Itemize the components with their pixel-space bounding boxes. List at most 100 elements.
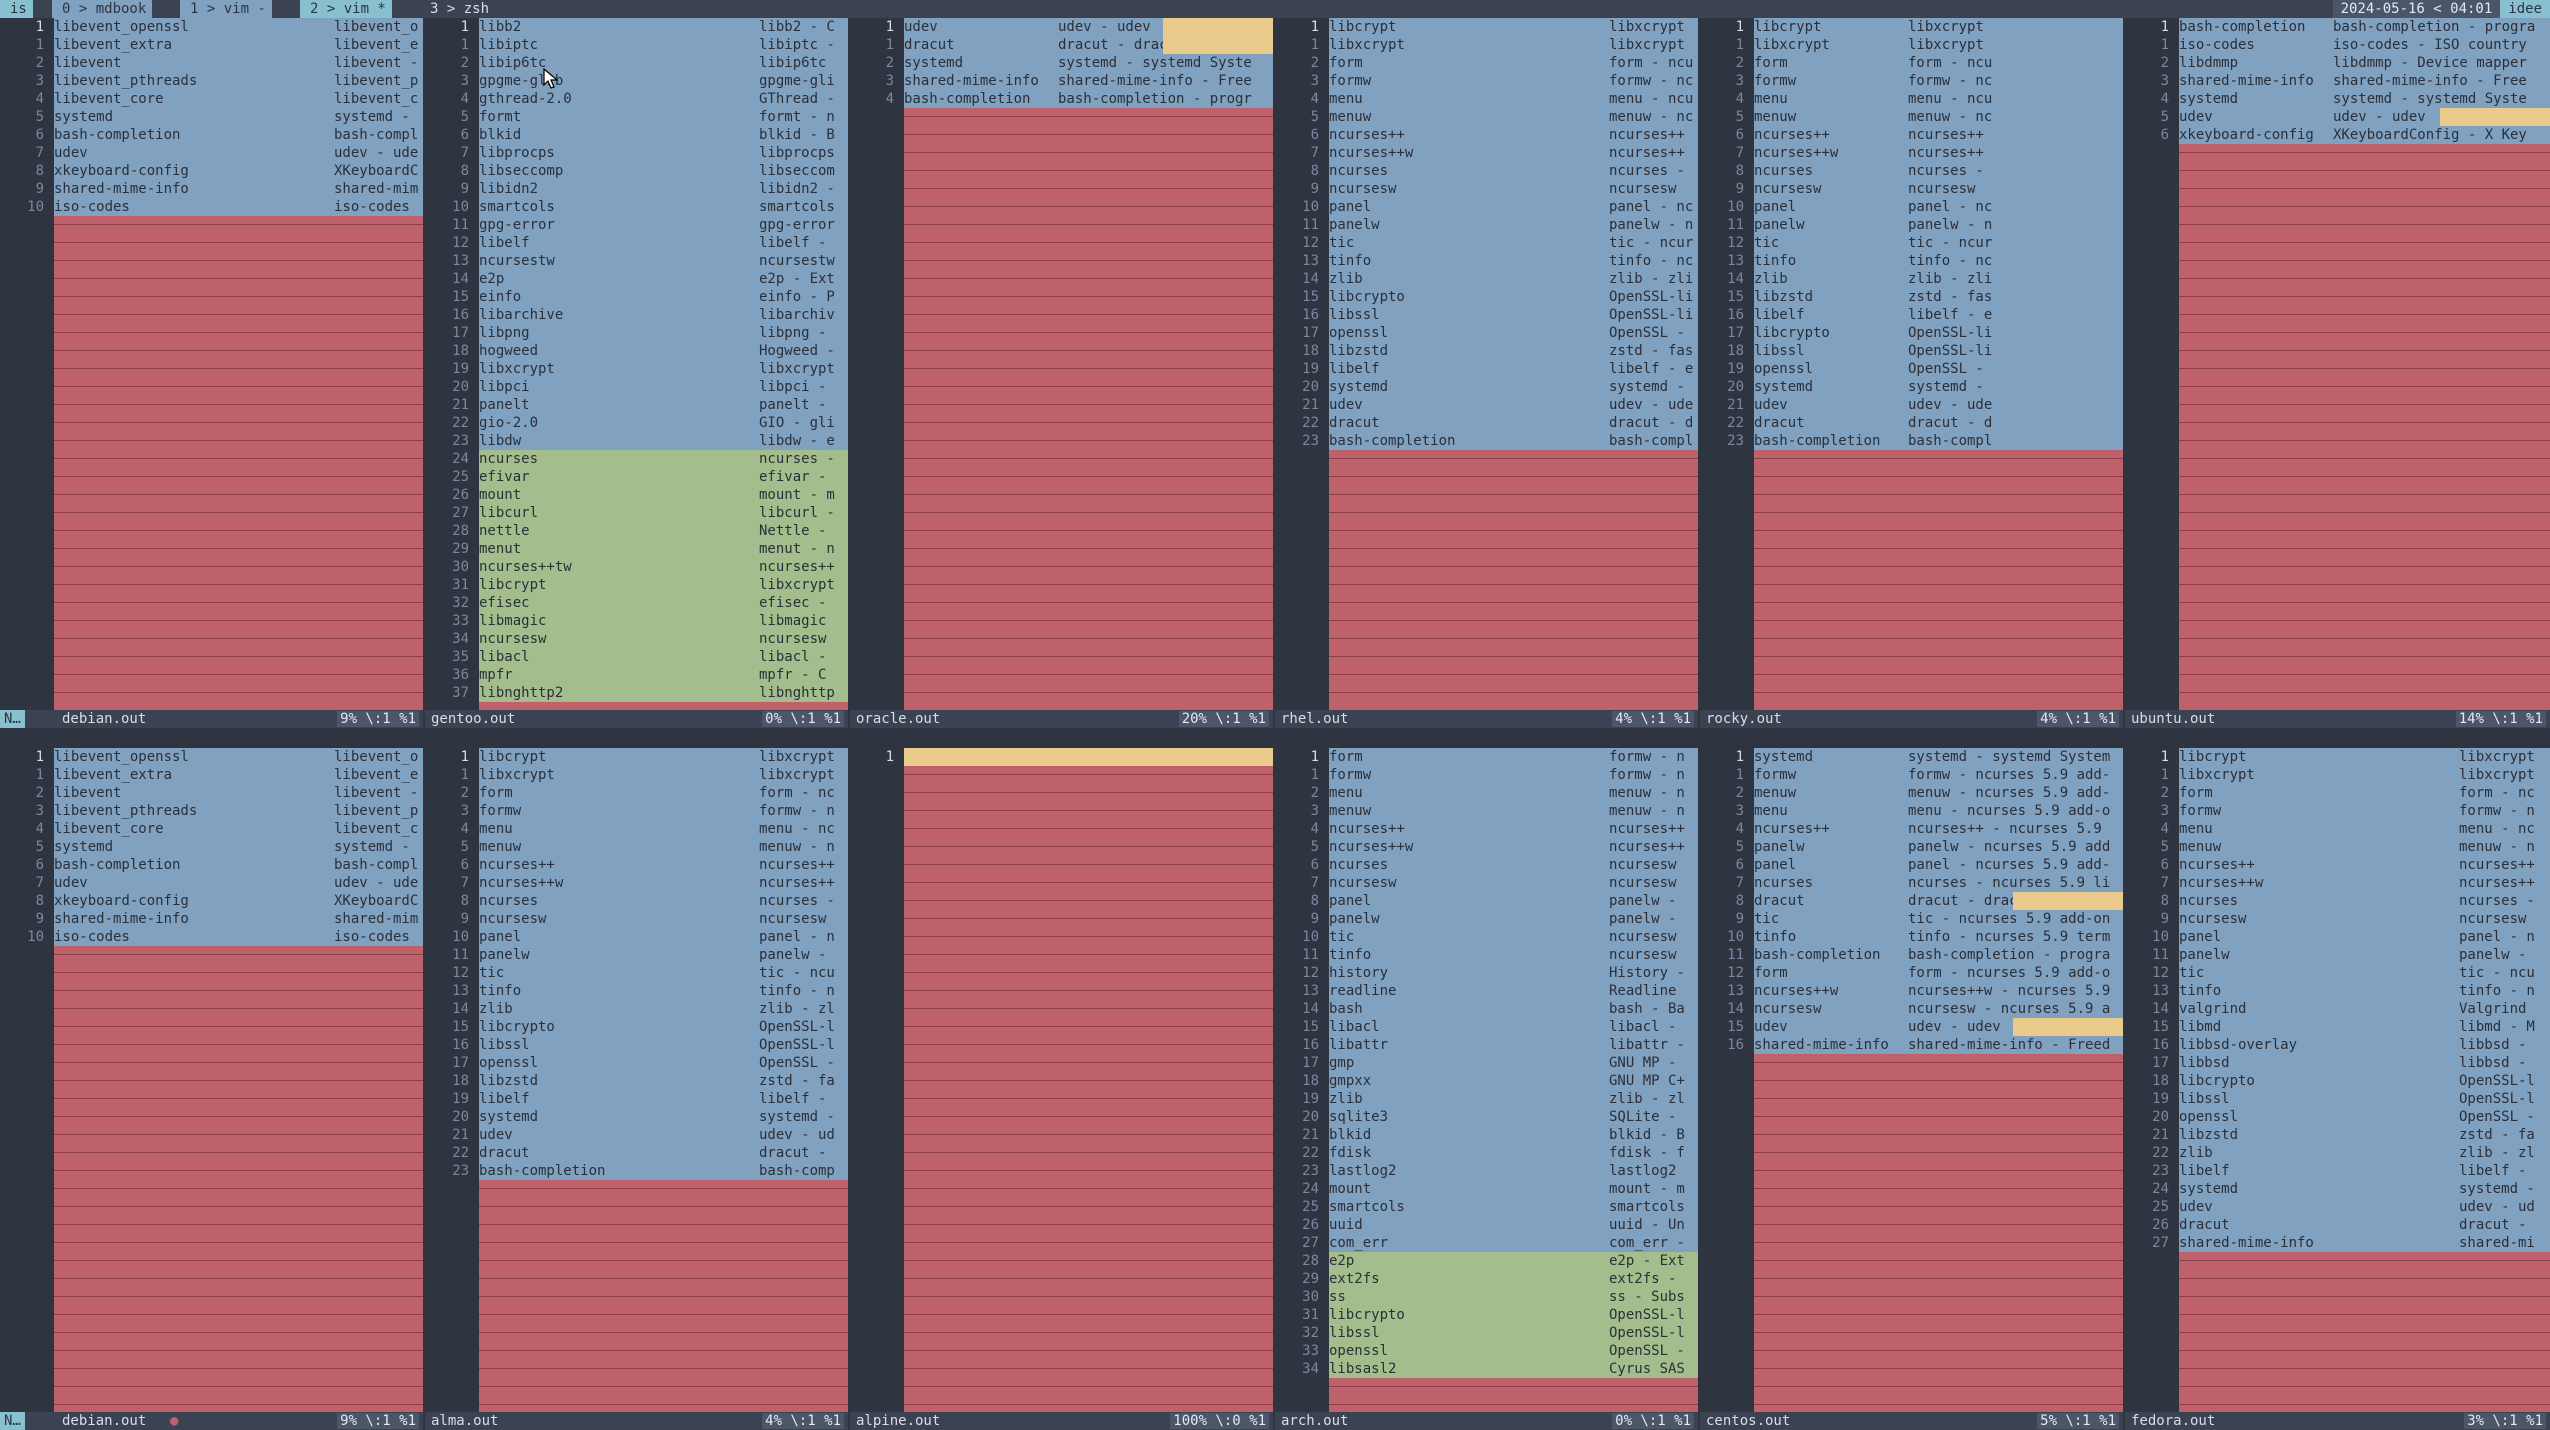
tmux-window-3[interactable]: 3 > zsh: [430, 1, 490, 17]
diff-line[interactable]: libcrypt libxcrypt: [479, 576, 848, 594]
diff-line[interactable]: libxcrypt libxcrypt: [1754, 36, 2123, 54]
diff-line[interactable]: com_err com_err -: [1329, 1234, 1698, 1252]
diff-line[interactable]: fdisk fdisk - f: [1329, 1144, 1698, 1162]
diff-line[interactable]: ncursesw ncursesw - ncurses 5.9 a: [1754, 1000, 2123, 1018]
diff-line[interactable]: libacl libacl -: [1329, 1018, 1698, 1036]
diff-line[interactable]: ncursesw ncursesw: [1754, 180, 2123, 198]
vim-pane-arch-bottom[interactable]: 1 1 2 3 4 5 6 7 8 9 10 11 12 13 14 15 16 17 18 19 20 21 22 23 24…: [1275, 748, 1698, 1430]
tmux-window-2[interactable]: 2 > vim *: [300, 0, 392, 18]
diff-line[interactable]: ncurses++ ncurses++: [1754, 126, 2123, 144]
diff-line[interactable]: udev udev - ude: [54, 874, 423, 892]
diff-line[interactable]: libssl OpenSSL-l: [479, 1036, 848, 1054]
diff-line[interactable]: libxcrypt libxcrypt: [479, 360, 848, 378]
vim-pane-rhel-top[interactable]: 1 1 2 3 4 5 6 7 8 9 10 11 12 13 14 15 16 17 18 19 20 21 22 23 li…: [1275, 18, 1698, 728]
diff-line[interactable]: systemd systemd -: [2179, 1180, 2550, 1198]
diff-line[interactable]: libzstd zstd - fa: [2179, 1126, 2550, 1144]
diff-line[interactable]: formw formw - n: [2179, 802, 2550, 820]
diff-line[interactable]: tinfo tinfo - nc: [1754, 252, 2123, 270]
diff-line[interactable]: gio-2.0 GIO - gli: [479, 414, 848, 432]
diff-line[interactable]: dracut dracut - dracut: [1754, 892, 2123, 910]
diff-line[interactable]: libmagic libmagic: [479, 612, 848, 630]
diff-line[interactable]: libxcrypt libxcrypt: [1329, 36, 1698, 54]
diff-line[interactable]: libevent libevent -: [54, 54, 423, 72]
diff-line[interactable]: libnghttp2 libnghttp: [479, 684, 848, 702]
diff-line[interactable]: bash-completion bash-compl: [54, 856, 423, 874]
diff-line[interactable]: systemd systemd -: [54, 108, 423, 126]
diff-line[interactable]: libcrypt libxcrypt: [2179, 748, 2550, 766]
diff-line[interactable]: libcrypto OpenSSL-li: [1754, 324, 2123, 342]
diff-line[interactable]: libcrypto OpenSSL-l: [479, 1018, 848, 1036]
diff-line[interactable]: ncurses ncursesw: [1329, 856, 1698, 874]
diff-line[interactable]: shared-mime-info shared-mim: [54, 910, 423, 928]
diff-line[interactable]: libxcrypt libxcrypt: [479, 766, 848, 784]
diff-line[interactable]: udev udev - udev: [2179, 108, 2550, 126]
diff-line[interactable]: udev udev - udev: [904, 18, 1273, 36]
diff-line[interactable]: bash-completion bash-comp: [479, 1162, 848, 1180]
diff-line[interactable]: tic tic - ncurses 5.9 add-on: [1754, 910, 2123, 928]
diff-line[interactable]: menuw menuw - n: [2179, 838, 2550, 856]
diff-line[interactable]: panel panel - n: [479, 928, 848, 946]
diff-line[interactable]: [904, 748, 1273, 766]
diff-line[interactable]: libseccomp libseccom: [479, 162, 848, 180]
diff-line[interactable]: systemd systemd -: [1754, 378, 2123, 396]
diff-line[interactable]: libb2 libb2 - C: [479, 18, 848, 36]
diff-line[interactable]: udev udev - ude: [1754, 396, 2123, 414]
diff-line[interactable]: ncurses++tw ncurses++: [479, 558, 848, 576]
diff-line[interactable]: zlib zlib - zl: [1329, 1090, 1698, 1108]
diff-line[interactable]: panelw panelw -: [2179, 946, 2550, 964]
diff-line[interactable]: menut menut - n: [479, 540, 848, 558]
diff-line[interactable]: libarchive libarchiv: [479, 306, 848, 324]
diff-line[interactable]: form form - ncu: [1754, 54, 2123, 72]
diff-line[interactable]: panelw panelw -: [1329, 910, 1698, 928]
diff-line[interactable]: shared-mime-info shared-mi: [2179, 1234, 2550, 1252]
diff-line[interactable]: libip6tc libip6tc: [479, 54, 848, 72]
diff-line[interactable]: ncurses ncurses -: [1754, 162, 2123, 180]
diff-line[interactable]: ncurses++ ncurses++: [1329, 820, 1698, 838]
diff-content[interactable]: libcrypt libxcrypt libxcrypt libxcrypt form f…: [2179, 748, 2550, 1412]
diff-line[interactable]: menuw menuw - n: [479, 838, 848, 856]
diff-line[interactable]: libelf libelf -: [479, 234, 848, 252]
diff-line[interactable]: sqlite3 SQLite -: [1329, 1108, 1698, 1126]
diff-line[interactable]: dracut dracut -: [2179, 1216, 2550, 1234]
diff-line[interactable]: libelf libelf -: [479, 1090, 848, 1108]
diff-line[interactable]: libssl OpenSSL-li: [1329, 306, 1698, 324]
diff-content[interactable]: form formw - n formw formw - n menu menuw - n…: [1329, 748, 1698, 1412]
diff-line[interactable]: tinfo ncursesw: [1329, 946, 1698, 964]
diff-line[interactable]: smartcols smartcols: [479, 198, 848, 216]
diff-line[interactable]: udev udev - ude: [54, 144, 423, 162]
diff-line[interactable]: ncurses++w ncurses++: [479, 874, 848, 892]
vim-pane-alpine-bottom[interactable]: 1 alpine.out 100% \:0 %1: [850, 748, 1273, 1430]
diff-line[interactable]: iso-codes iso-codes - ISO country: [2179, 36, 2550, 54]
diff-line[interactable]: xkeyboard-config XKeyboardConfig - X Key: [2179, 126, 2550, 144]
vim-pane-debian-bottom[interactable]: 1 1 2 3 4 5 6 7 8 9 10 libevent_openssl libevent_o li…: [0, 748, 423, 1430]
diff-line[interactable]: libdw libdw - e: [479, 432, 848, 450]
diff-content[interactable]: bash-completion bash-completion - progra i…: [2179, 18, 2550, 710]
diff-line[interactable]: menu menu - nc: [2179, 820, 2550, 838]
diff-line[interactable]: e2p e2p - Ext: [479, 270, 848, 288]
diff-line[interactable]: libcrypt libxcrypt: [479, 748, 848, 766]
diff-line[interactable]: menu menu - ncu: [1754, 90, 2123, 108]
diff-line[interactable]: gthread-2.0 GThread -: [479, 90, 848, 108]
diff-line[interactable]: libelf libelf - e: [1329, 360, 1698, 378]
diff-line[interactable]: tic tic - ncur: [1329, 234, 1698, 252]
diff-line[interactable]: libpng libpng -: [479, 324, 848, 342]
diff-line[interactable]: gpg-error gpg-error: [479, 216, 848, 234]
diff-line[interactable]: udev udev - udev: [1754, 1018, 2123, 1036]
diff-line[interactable]: tinfo tinfo - nc: [1329, 252, 1698, 270]
diff-content[interactable]: systemd systemd - systemd System formw form…: [1754, 748, 2123, 1412]
diff-line[interactable]: dracut dracut - d: [1754, 414, 2123, 432]
diff-line[interactable]: ncurses++w ncurses++w - ncurses 5.9: [1754, 982, 2123, 1000]
diff-line[interactable]: bash-completion bash-compl: [1329, 432, 1698, 450]
diff-line[interactable]: libevent_pthreads libevent_p: [54, 72, 423, 90]
diff-line[interactable]: libsasl2 Cyrus SAS: [1329, 1360, 1698, 1378]
diff-content[interactable]: libcrypt libxcrypt libxcrypt libxcrypt form f…: [1329, 18, 1698, 710]
diff-line[interactable]: libattr libattr -: [1329, 1036, 1698, 1054]
diff-line[interactable]: bash bash - Ba: [1329, 1000, 1698, 1018]
vim-pane-rocky-top[interactable]: 1 1 2 3 4 5 6 7 8 9 10 11 12 13 14 15 16 17 18 19 20 21 22 23 li…: [1700, 18, 2123, 728]
diff-line[interactable]: einfo einfo - P: [479, 288, 848, 306]
diff-line[interactable]: libevent libevent -: [54, 784, 423, 802]
diff-line[interactable]: panel panel - n: [2179, 928, 2550, 946]
diff-content[interactable]: libevent_openssl libevent_o libevent_extra…: [54, 748, 423, 1412]
diff-line[interactable]: libzstd zstd - fas: [1754, 288, 2123, 306]
